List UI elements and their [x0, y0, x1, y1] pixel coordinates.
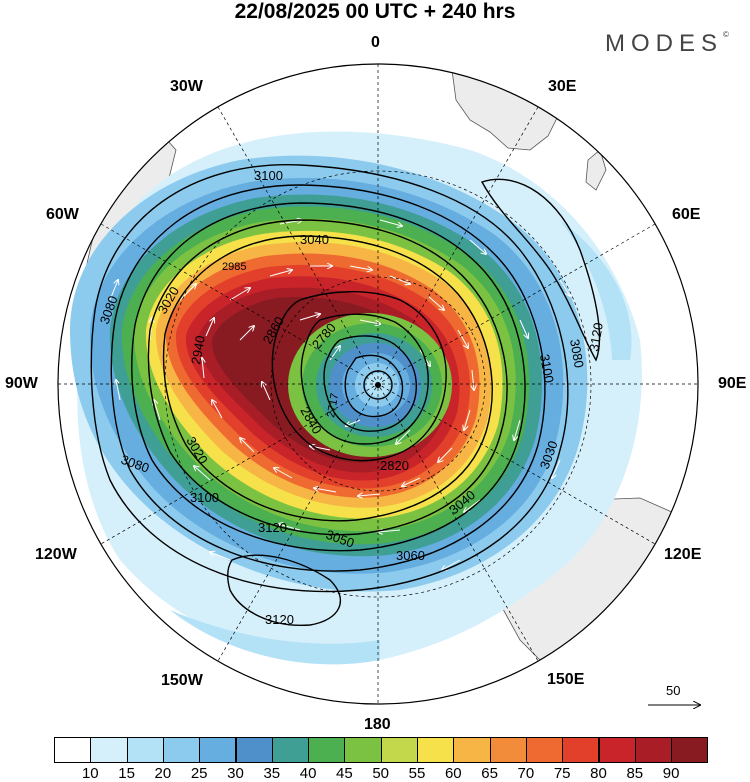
- colorbar-swatch: [634, 737, 673, 763]
- contour-label: 2940: [188, 334, 208, 365]
- colorbar-swatch: [199, 737, 237, 763]
- colorbar-swatch: [562, 737, 600, 763]
- colorbar-tick-label: 20: [154, 765, 172, 782]
- lon-label-60e: 60E: [672, 206, 701, 223]
- wind-reference: 50: [646, 683, 706, 711]
- colorbar-tick-label: 10: [81, 765, 99, 782]
- contour-label: 2820: [380, 458, 409, 473]
- map-title: 22/08/2025 00 UTC + 240 hrs: [234, 0, 516, 23]
- south-pole-marker: [375, 382, 381, 388]
- colorbar-swatch: [598, 737, 636, 763]
- colorbar-tick-label: 90: [662, 765, 680, 782]
- colorbar-swatch: [417, 737, 455, 763]
- contour-label: 3100: [254, 168, 283, 183]
- colorbar-tick-label: 25: [190, 765, 208, 782]
- lon-label-150e: 150E: [547, 671, 585, 688]
- colorbar-tick-label: 15: [118, 765, 135, 782]
- copyright-mark: ©: [723, 30, 729, 39]
- contour-label: 3120: [265, 612, 294, 627]
- colorbar-swatch: [671, 737, 709, 763]
- colorbar-swatch: [162, 737, 201, 763]
- contour-label: 2717: [325, 392, 341, 418]
- lon-label-90w: 90W: [5, 375, 38, 392]
- contour-label: 3120: [586, 321, 606, 352]
- wind-reference-label: 50: [666, 683, 681, 698]
- colorbar-tick-label: 65: [481, 765, 498, 782]
- colorbar-swatch: [54, 737, 92, 763]
- contour-label: 3120: [258, 520, 287, 535]
- colorbar-swatch: [525, 737, 564, 763]
- colorbar-tick-label: 60: [444, 765, 462, 782]
- colorbar-tick-label: 85: [626, 765, 644, 782]
- wind-arrows: [109, 220, 570, 570]
- colorbar-tick-label: 80: [590, 765, 607, 782]
- lon-label-180: 180: [364, 716, 391, 733]
- colorbar-tick-label: 70: [517, 765, 535, 782]
- modes-logo: MODES©: [605, 30, 729, 58]
- colorbar-tick-label: 30: [227, 765, 244, 782]
- lon-label-30e: 30E: [548, 78, 577, 95]
- lon-label-0: 0: [371, 34, 380, 51]
- contour-label: 3100: [190, 490, 219, 505]
- lon-label-90e: 90E: [718, 375, 747, 392]
- lon-label-150w: 150W: [161, 672, 203, 689]
- colorbar-swatch: [453, 737, 491, 763]
- colorbar-tick-label: 55: [408, 765, 426, 782]
- map-disc: [58, 64, 698, 704]
- geopotential-contours: [90, 164, 601, 626]
- colorbar-swatch: [344, 737, 382, 763]
- lon-label-30w: 30W: [170, 78, 203, 95]
- contour-label: 2985: [222, 261, 246, 273]
- colorbar-swatch: [489, 737, 527, 763]
- colorbar-swatch: [271, 737, 310, 763]
- contour-label: 3100: [537, 353, 557, 384]
- colorbar-swatch: [235, 737, 273, 763]
- contour-label: 3080: [567, 338, 587, 369]
- colorbar-swatch: [308, 737, 346, 763]
- colorbar-tick-label: 50: [372, 765, 390, 782]
- contour-label: 3040: [300, 232, 329, 247]
- colorbar-swatch: [90, 737, 128, 763]
- colorbar-swatch: [380, 737, 418, 763]
- colorbar-tick-label: 75: [553, 765, 571, 782]
- lon-label-60w: 60W: [46, 206, 79, 223]
- lon-label-120w: 120W: [35, 546, 77, 563]
- colorbar-tick-label: 35: [263, 765, 281, 782]
- colorbar-tick-label: 45: [336, 765, 353, 782]
- brand-name: MODES: [605, 30, 724, 57]
- colorbar-swatch: [126, 737, 164, 763]
- map-border: [57, 63, 699, 705]
- colorbar-tick-label: 40: [299, 765, 317, 782]
- contour-label: 3060: [396, 548, 425, 563]
- lon-label-120e: 120E: [664, 546, 702, 563]
